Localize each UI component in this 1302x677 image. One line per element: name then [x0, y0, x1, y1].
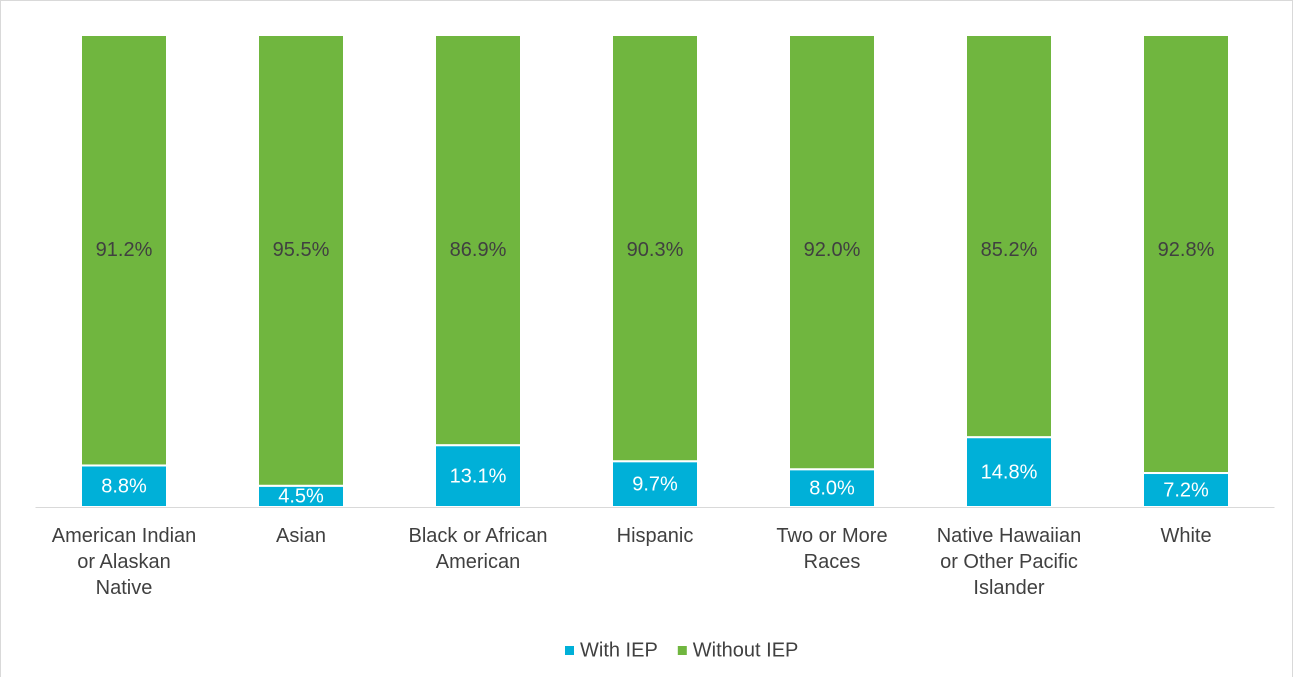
data-label: 9.7%	[632, 473, 678, 495]
legend-swatch	[677, 646, 687, 655]
x-tick-label: Native Hawaiian or Other Pacific Islander	[937, 525, 1082, 599]
bar-segment	[434, 34, 522, 447]
data-label: 86.9%	[450, 239, 507, 261]
legend-label: Without IEP	[693, 639, 799, 661]
legend-swatch	[565, 646, 574, 655]
bar-segment	[965, 436, 1053, 509]
data-label: 8.0%	[809, 477, 855, 499]
bar-segment	[80, 464, 168, 508]
data-label: 95.5%	[273, 239, 330, 261]
data-label: 13.1%	[450, 465, 507, 487]
legend-label: With IEP	[580, 639, 658, 661]
data-label: 14.8%	[981, 461, 1038, 483]
bar-segment	[1142, 34, 1230, 475]
data-label: 92.8%	[1158, 239, 1215, 261]
x-tick-label: American Indian or Alaskan Native	[52, 525, 197, 599]
x-tick-label: Hispanic	[617, 525, 694, 547]
data-label: 7.2%	[1163, 479, 1209, 501]
x-tick-label: Two or More Races	[776, 525, 887, 573]
x-tick-label: Asian	[276, 525, 326, 547]
bar-segment	[257, 34, 345, 487]
data-label: 91.2%	[96, 239, 153, 261]
data-label: 92.0%	[804, 239, 861, 261]
bar-segment	[611, 34, 699, 463]
data-label: 85.2%	[981, 239, 1038, 261]
data-label: 90.3%	[627, 239, 684, 261]
bar-segment	[965, 34, 1053, 439]
x-tick-label: Black or African American	[409, 525, 548, 573]
bar-segment	[788, 34, 876, 471]
bar-segment	[80, 34, 168, 467]
data-label: 4.5%	[278, 486, 324, 508]
data-label: 8.8%	[101, 476, 147, 498]
x-tick-label: White	[1160, 525, 1211, 547]
